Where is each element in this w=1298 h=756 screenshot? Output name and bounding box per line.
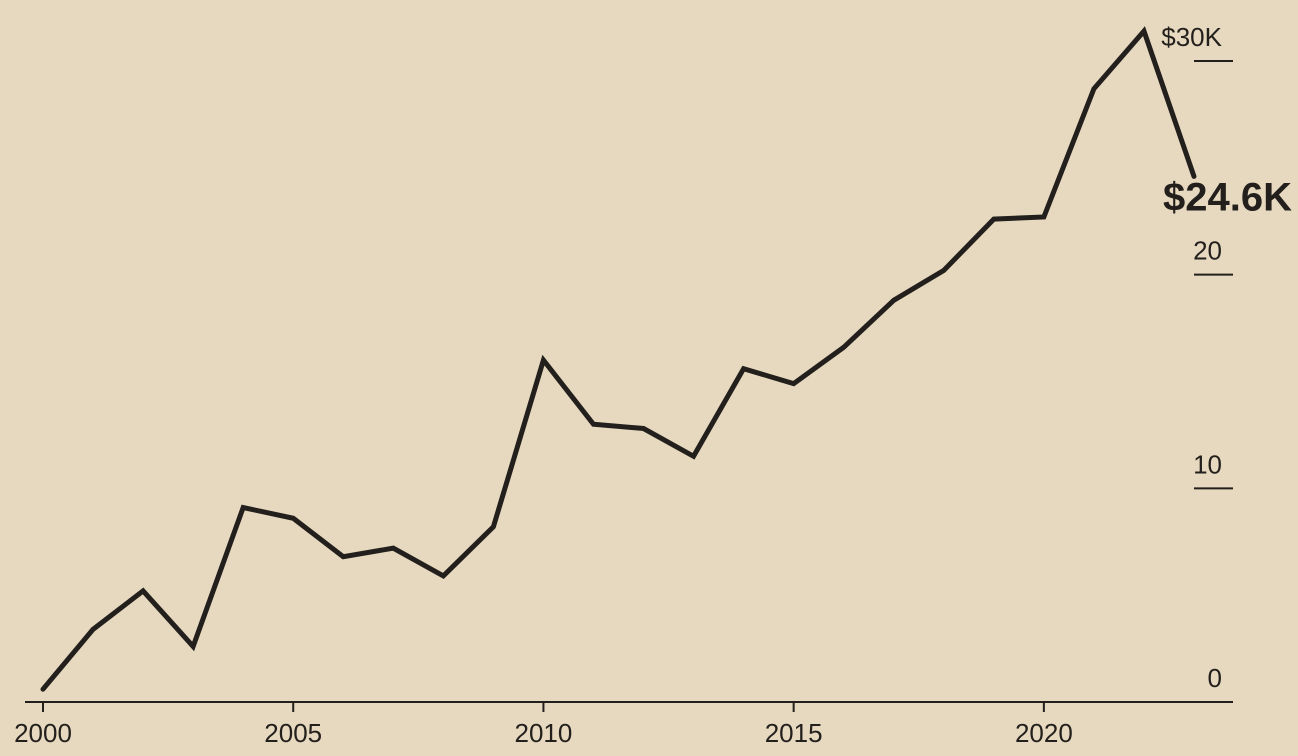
y-tick-label: $30K	[1161, 22, 1222, 52]
x-tick-label: 2020	[1015, 718, 1073, 748]
value-label: $24.6K	[1163, 175, 1292, 219]
line	[40, 26, 1197, 692]
y-tick-label: 10	[1193, 449, 1222, 479]
y-tick-label: 20	[1193, 236, 1222, 266]
x-tick-label: 2000	[14, 718, 72, 748]
x-tick-label: 2015	[765, 718, 823, 748]
y-tick-label: 0	[1208, 663, 1222, 693]
x-tick-label: 2010	[515, 718, 573, 748]
x-tick-label: 2005	[264, 718, 322, 748]
